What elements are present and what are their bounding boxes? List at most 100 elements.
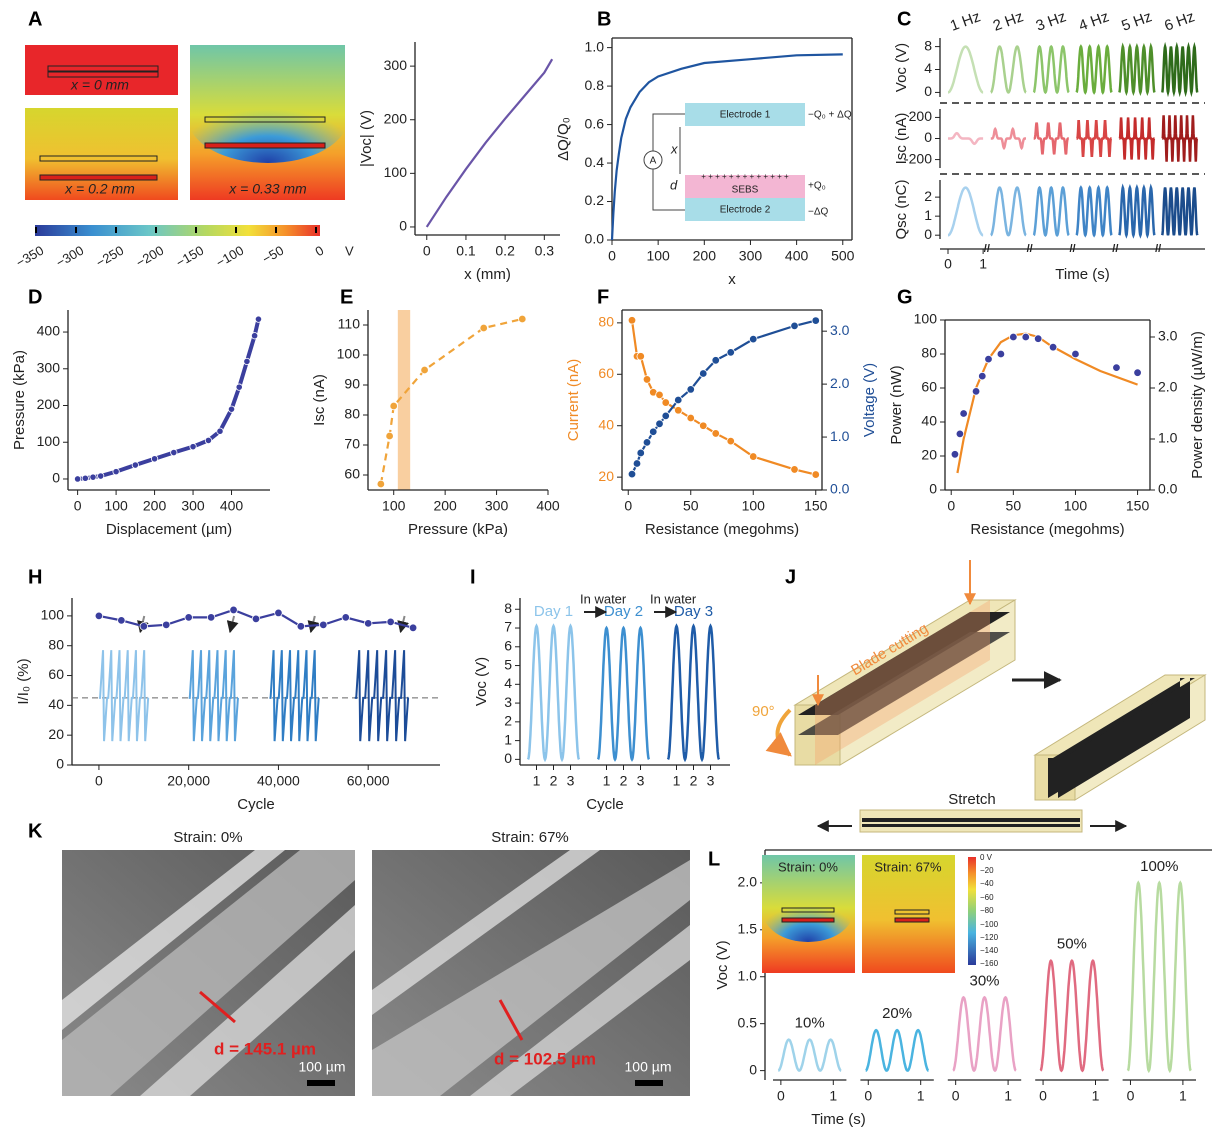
data-point bbox=[642, 438, 652, 447]
colorbar-label: −50 bbox=[260, 243, 287, 267]
strain-label: 20% bbox=[882, 1005, 912, 1022]
x-tick-label: 0 bbox=[947, 498, 955, 514]
strain-label: 10% bbox=[795, 1015, 825, 1032]
signal-trace bbox=[1075, 43, 1113, 95]
data-point bbox=[627, 316, 637, 325]
signal-trace bbox=[1033, 122, 1069, 155]
x-tick-label: 1 bbox=[1004, 1088, 1012, 1104]
y-tick-label: 0 bbox=[504, 750, 512, 766]
x-tick-label: 40,000 bbox=[257, 773, 300, 789]
data-point bbox=[686, 413, 695, 423]
y-tick-label: 4 bbox=[924, 60, 932, 76]
x-tick-label: 100 bbox=[1064, 498, 1088, 514]
frequency-label: 2 Hz bbox=[991, 8, 1026, 35]
signal-trace bbox=[1075, 184, 1113, 238]
colorbar-label: 0 bbox=[312, 243, 326, 260]
x-tick-label: 1 bbox=[1179, 1088, 1187, 1104]
data-point bbox=[749, 334, 758, 344]
data-point bbox=[636, 448, 645, 458]
data-point bbox=[386, 617, 395, 627]
sem-band bbox=[62, 850, 285, 1030]
signal-trace bbox=[1118, 42, 1156, 96]
electrode bbox=[47, 71, 159, 78]
data-point bbox=[642, 375, 652, 384]
y-tick-label: 0.8 bbox=[585, 77, 605, 93]
signal-trace bbox=[1160, 187, 1199, 236]
electrode-strip bbox=[1058, 678, 1195, 798]
data-point bbox=[955, 429, 965, 439]
inset-label: −ΔQ bbox=[808, 207, 829, 218]
data-point bbox=[699, 369, 708, 378]
data-point bbox=[1021, 332, 1030, 342]
x-tick-label: 0.3 bbox=[535, 243, 555, 259]
data-point bbox=[699, 421, 708, 430]
y-tick-label: 20 bbox=[48, 726, 64, 742]
panel-l-inset: Strain: 0% Strain: 67% 0 V −20 −40 −60 −… bbox=[762, 853, 999, 973]
y-tick-label: 0.5 bbox=[738, 1014, 758, 1030]
y-tick-label: 100 bbox=[914, 311, 938, 327]
x-tick-label: 0 bbox=[95, 773, 103, 789]
data-point bbox=[74, 475, 82, 483]
data-point bbox=[790, 321, 799, 331]
y-tick-label: 200 bbox=[909, 108, 933, 124]
data-point bbox=[636, 352, 645, 361]
data-point bbox=[726, 436, 735, 446]
signal-trace bbox=[947, 45, 984, 94]
frequency-label: 1 Hz bbox=[948, 8, 983, 35]
electrode bbox=[781, 917, 835, 923]
strain-label: 50% bbox=[1057, 936, 1087, 953]
data-point bbox=[296, 622, 306, 631]
y-tick-label: 1.0 bbox=[738, 967, 758, 983]
pointer-arrow bbox=[307, 615, 320, 634]
panel-j-diagram: Blade cutting 90° bbox=[752, 560, 1207, 801]
y-tick-label: 100 bbox=[37, 433, 61, 449]
x-tick-label: 0 bbox=[952, 1088, 960, 1104]
colorbar bbox=[35, 225, 320, 236]
sem-band bbox=[62, 850, 355, 1096]
electrode bbox=[862, 824, 1080, 827]
sebs-layer bbox=[685, 175, 805, 198]
data-point bbox=[131, 461, 139, 469]
data-point bbox=[420, 365, 429, 375]
data-point bbox=[1048, 343, 1058, 352]
y-tick-label: 70 bbox=[344, 436, 360, 452]
y-tick-label: 1.0 bbox=[830, 428, 850, 444]
data-point bbox=[971, 387, 981, 396]
scale-bar bbox=[635, 1080, 663, 1086]
field-image bbox=[25, 45, 178, 95]
y-tick-label: 0.6 bbox=[585, 115, 605, 131]
x-tick-label: 0 bbox=[423, 243, 431, 259]
data-point bbox=[811, 470, 820, 479]
colorbar bbox=[968, 857, 976, 965]
x-tick-label: 100 bbox=[646, 248, 670, 264]
data-point bbox=[674, 395, 683, 405]
signal-trace bbox=[952, 995, 1017, 1073]
axis-label: Cycle bbox=[586, 796, 624, 813]
y-tick-label: 0.2 bbox=[585, 192, 605, 208]
axis-label: ΔQ/Q₀ bbox=[555, 117, 572, 161]
data-point bbox=[627, 469, 637, 479]
x-tick-label: 1 bbox=[917, 1088, 925, 1104]
data-point bbox=[227, 405, 236, 413]
inset-label: Electrode 2 bbox=[720, 205, 771, 216]
y-tick-label: 100 bbox=[384, 164, 408, 180]
panel-a-images: x = 0 mm x = 0.2 mm x = 0.33 mm −350 −30… bbox=[13, 45, 354, 270]
image-title: Strain: 0% bbox=[173, 829, 242, 846]
strain-label: 30% bbox=[969, 972, 999, 989]
data-point bbox=[959, 409, 968, 418]
axis-break: // bbox=[1112, 243, 1118, 255]
data-point bbox=[984, 354, 993, 364]
panel-letter: E bbox=[340, 286, 353, 308]
x-tick-label: 20,000 bbox=[167, 773, 210, 789]
data-point bbox=[1112, 363, 1121, 372]
panel-letter: A bbox=[28, 8, 42, 30]
signal-trace bbox=[188, 650, 239, 742]
electrode-layer bbox=[798, 612, 1010, 715]
panel-letter: H bbox=[28, 566, 42, 588]
y-tick-label: 0.0 bbox=[1158, 481, 1178, 497]
signal-trace bbox=[1032, 44, 1070, 95]
data-point bbox=[274, 608, 283, 618]
distance-label: d = 145.1 µm bbox=[214, 1039, 316, 1058]
x-tick-label: 150 bbox=[804, 498, 828, 514]
